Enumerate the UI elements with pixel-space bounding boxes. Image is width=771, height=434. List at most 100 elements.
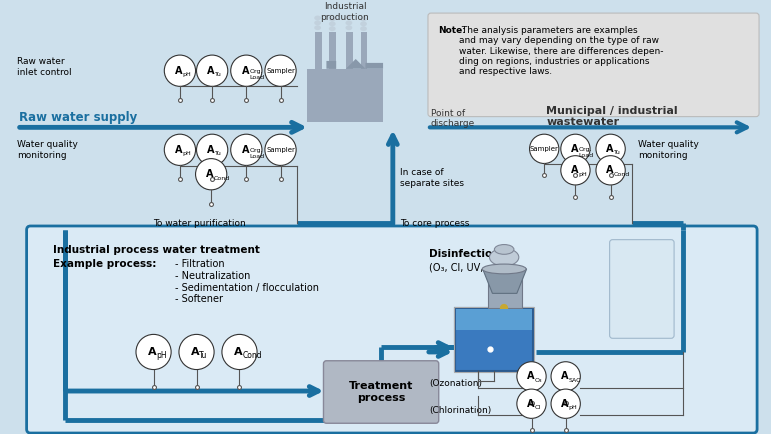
Text: Raw water supply: Raw water supply xyxy=(19,111,137,124)
FancyBboxPatch shape xyxy=(610,240,674,338)
Circle shape xyxy=(530,134,559,164)
Polygon shape xyxy=(307,59,383,69)
Text: A: A xyxy=(606,165,614,175)
Text: A: A xyxy=(175,66,183,76)
Text: Tu: Tu xyxy=(215,151,222,156)
Bar xyxy=(346,32,353,71)
Text: Tu: Tu xyxy=(614,150,621,155)
Text: The analysis parameters are examples
and may vary depending on the type of raw
w: The analysis parameters are examples and… xyxy=(460,26,664,76)
Circle shape xyxy=(164,134,196,165)
Bar xyxy=(329,32,336,71)
Ellipse shape xyxy=(360,26,367,31)
Text: Org.
Load: Org. Load xyxy=(249,69,264,80)
Ellipse shape xyxy=(345,20,352,25)
Polygon shape xyxy=(483,269,527,293)
Circle shape xyxy=(222,334,257,369)
Text: To water purification: To water purification xyxy=(153,219,245,227)
Text: (O₃, Cl, UV, ...): (O₃, Cl, UV, ...) xyxy=(429,262,499,272)
Text: Note:: Note: xyxy=(438,26,466,35)
Circle shape xyxy=(517,389,546,418)
Text: Municipal / industrial
wastewater: Municipal / industrial wastewater xyxy=(546,106,678,128)
Ellipse shape xyxy=(329,16,335,21)
Text: To core process: To core process xyxy=(399,219,469,227)
Text: SAC: SAC xyxy=(568,378,581,383)
Text: pH: pH xyxy=(578,172,588,177)
Text: pH: pH xyxy=(183,72,192,77)
Circle shape xyxy=(231,134,262,165)
Ellipse shape xyxy=(329,26,335,31)
Circle shape xyxy=(265,134,296,165)
Text: pH: pH xyxy=(157,352,167,360)
Ellipse shape xyxy=(494,244,514,254)
Text: Cond: Cond xyxy=(242,352,262,360)
Text: Org.
Load: Org. Load xyxy=(578,147,594,158)
Circle shape xyxy=(136,334,171,369)
Ellipse shape xyxy=(360,21,367,26)
Text: A: A xyxy=(561,372,568,381)
FancyBboxPatch shape xyxy=(324,361,439,423)
Circle shape xyxy=(197,55,227,86)
Text: Water quality
monitoring: Water quality monitoring xyxy=(17,140,78,160)
Text: Tu: Tu xyxy=(215,72,222,77)
Bar xyxy=(487,269,522,308)
Text: A: A xyxy=(207,145,215,155)
Text: Point of
discharge: Point of discharge xyxy=(431,109,475,128)
Ellipse shape xyxy=(315,16,321,20)
Text: Org.
Load: Org. Load xyxy=(249,148,264,159)
Text: A: A xyxy=(527,399,534,409)
Ellipse shape xyxy=(329,21,335,26)
Text: - Sedimentation / flocculation: - Sedimentation / flocculation xyxy=(175,283,319,293)
Circle shape xyxy=(179,334,214,369)
Ellipse shape xyxy=(345,15,352,20)
Text: Example process:: Example process: xyxy=(53,259,157,269)
FancyBboxPatch shape xyxy=(27,226,757,433)
Circle shape xyxy=(596,134,625,164)
Bar xyxy=(315,32,322,71)
Text: pH: pH xyxy=(568,405,577,410)
Text: A: A xyxy=(606,144,614,154)
Text: Sampler: Sampler xyxy=(530,146,559,152)
Text: - Neutralization: - Neutralization xyxy=(175,271,251,281)
Text: Industrial process water treatment: Industrial process water treatment xyxy=(53,244,260,255)
Text: A: A xyxy=(241,66,249,76)
Text: A: A xyxy=(527,372,534,381)
Circle shape xyxy=(197,134,227,165)
Ellipse shape xyxy=(345,25,352,30)
Text: Treatment
process: Treatment process xyxy=(349,381,413,403)
Text: (Ozonation): (Ozonation) xyxy=(429,379,482,388)
Text: Sampler: Sampler xyxy=(266,68,295,74)
Text: In case of
separate sites: In case of separate sites xyxy=(399,168,463,188)
Text: Water quality
monitoring: Water quality monitoring xyxy=(638,140,699,160)
Circle shape xyxy=(265,55,296,86)
Circle shape xyxy=(517,362,546,391)
Text: A: A xyxy=(191,347,200,357)
Ellipse shape xyxy=(315,20,321,25)
FancyBboxPatch shape xyxy=(428,13,759,117)
Bar xyxy=(456,308,534,372)
Text: O₃: O₃ xyxy=(534,378,542,383)
Text: pH: pH xyxy=(183,151,192,156)
Text: Disinfection: Disinfection xyxy=(429,250,500,260)
Text: Tu: Tu xyxy=(200,352,208,360)
Text: - Filtration: - Filtration xyxy=(175,259,224,269)
Text: Cond: Cond xyxy=(214,176,231,181)
Bar xyxy=(361,32,368,71)
Ellipse shape xyxy=(360,16,367,21)
Text: A: A xyxy=(207,66,215,76)
Text: A: A xyxy=(571,165,578,175)
Text: (Chlorination): (Chlorination) xyxy=(429,406,491,415)
Text: Sampler: Sampler xyxy=(266,147,295,153)
Text: A: A xyxy=(561,399,568,409)
Circle shape xyxy=(596,156,625,185)
Circle shape xyxy=(551,389,581,418)
Circle shape xyxy=(164,55,196,86)
Circle shape xyxy=(551,362,581,391)
Bar xyxy=(307,69,383,122)
Text: Cond: Cond xyxy=(614,172,630,177)
Circle shape xyxy=(196,158,227,190)
Text: A: A xyxy=(207,169,214,179)
Text: Industrial
production: Industrial production xyxy=(321,3,369,22)
Text: A: A xyxy=(148,347,157,357)
Circle shape xyxy=(561,134,590,164)
Text: A: A xyxy=(241,145,249,155)
